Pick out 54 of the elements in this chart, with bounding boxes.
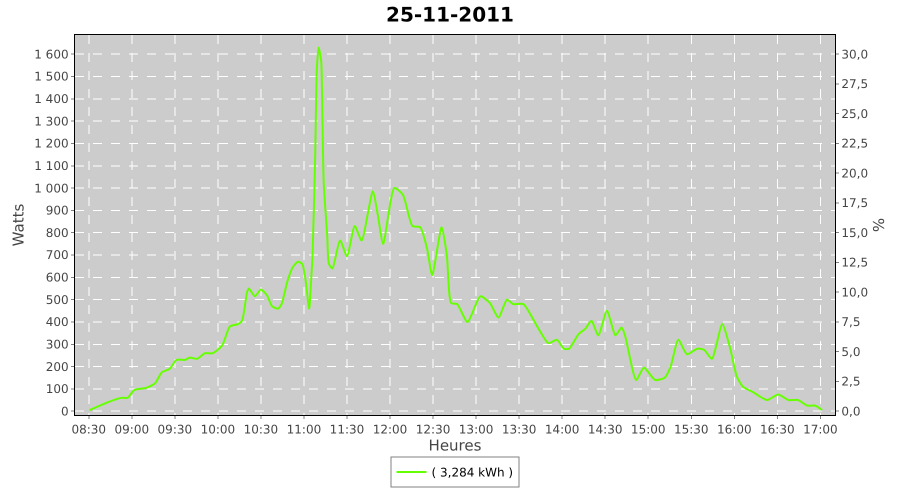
y-tick-label: 600 [46,270,69,285]
y2-axis-title: % [870,218,888,232]
chart-title: 25-11-2011 [386,2,514,26]
y-axis-title: Watts [9,204,28,246]
y2-tick-label: 25,0 [841,106,868,121]
y2-tick-label: 0,0 [841,404,860,418]
y2-tick-label: 2,5 [841,374,860,389]
y-tick-label: 700 [46,248,69,262]
x-tick-label: 09:00 [114,422,150,436]
y2-tick-label: 22,5 [841,136,868,151]
y-tick-label: 1 400 [34,92,69,106]
y-tick-label: 300 [46,337,69,352]
y2-tick-label: 5,0 [841,344,860,359]
x-tick-label: 14:00 [544,422,580,436]
y-tick-label: 900 [46,204,69,218]
y2-tick-label: 15,0 [841,226,868,240]
x-tick-label: 13:30 [502,422,536,436]
y-tick-label: 400 [46,315,69,330]
y-tick-label: 1 000 [34,181,69,196]
y-tick-label: 200 [46,360,69,374]
x-tick-label: 11:30 [330,422,364,436]
y2-tick-label: 10,0 [841,285,868,300]
y2-tick-label: 17,5 [841,196,868,210]
x-tick-label: 16:30 [760,422,795,436]
x-tick-label: 17:00 [803,422,838,436]
x-axis-title: Heures [428,436,482,454]
y-tick-label: 1 300 [34,114,69,128]
y-tick-label: 0 [60,404,69,418]
x-tick-label: 11:00 [286,422,322,436]
x-tick-label: 16:00 [717,422,752,436]
y2-tick-label: 12,5 [841,256,868,270]
x-tick-label: 10:30 [244,422,278,436]
y-tick-label: 800 [46,226,69,240]
y-tick-label: 100 [46,382,69,396]
line-series [88,46,824,412]
x-tick-label: 13:00 [458,422,494,436]
y2-tick-label: 20,0 [841,166,868,180]
y-tick-label: 1 200 [34,136,69,151]
x-tick-label: 12:00 [372,422,408,436]
x-tick-label: 15:30 [674,422,709,436]
x-tick-label: 08:30 [71,422,106,436]
y-tick-label: 1 100 [34,158,69,173]
legend-label: ( 3,284 kWh ) [432,466,514,480]
y-tick-label: 500 [46,292,69,307]
x-tick-label: 14:30 [588,422,622,436]
y2-tick-label: 30,0 [841,47,868,62]
y-tick-label: 1 600 [34,47,69,62]
x-tick-label: 15:00 [630,422,666,436]
y-tick-label: 1 500 [34,70,69,84]
y2-tick-label: 27,5 [841,77,868,92]
x-tick-label: 12:30 [416,422,450,436]
x-tick-label: 10:00 [200,422,236,436]
x-tick-label: 09:30 [158,422,192,436]
y2-tick-label: 7,5 [841,315,860,330]
